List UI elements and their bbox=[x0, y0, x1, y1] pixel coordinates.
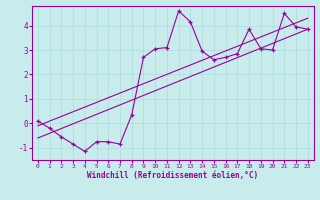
X-axis label: Windchill (Refroidissement éolien,°C): Windchill (Refroidissement éolien,°C) bbox=[87, 171, 258, 180]
